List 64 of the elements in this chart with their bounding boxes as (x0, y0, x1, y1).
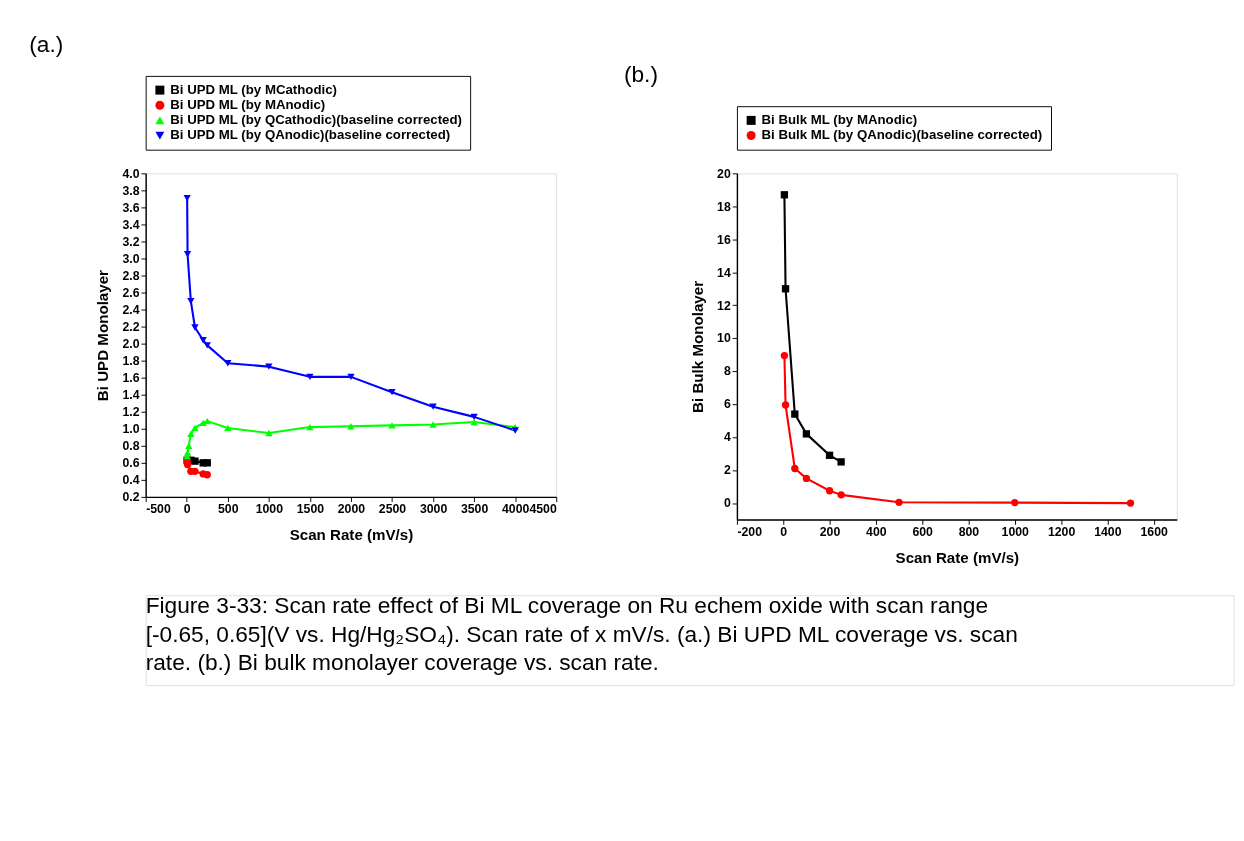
x-tick-label: 3500 (460, 502, 489, 517)
x-tick-label: 800 (958, 525, 980, 540)
legend-label: Bi UPD ML (by QCathodic)(baseline corrected) (170, 112, 462, 128)
legend-label: Bi UPD ML (by MAnodic) (170, 97, 326, 113)
x-axis-title: Scan Rate (mV/s) (895, 548, 1020, 566)
x-tick-label: 1500 (296, 502, 325, 517)
x-axis-title: Scan Rate (mV/s) (289, 525, 414, 543)
y-tick-label: 2.0 (122, 336, 140, 351)
x-tick-label: 500 (218, 502, 239, 517)
legend-label: Bi Bulk ML (by QAnodic)(baseline corrected) (761, 127, 1043, 143)
y-tick-label: 4 (723, 430, 731, 445)
x-tick-label: 1000 (1001, 525, 1030, 540)
legend-label: Bi UPD ML (by QAnodic)(baseline corrected) (170, 127, 451, 143)
y-tick-label: 2 (723, 463, 731, 478)
x-tick-label: 0 (780, 525, 788, 540)
x-tick-label: 1600 (1140, 525, 1168, 540)
y-tick-label: 2.4 (122, 302, 140, 317)
y-tick-label: 3.0 (122, 251, 140, 266)
x-tick-label: -500 (146, 502, 171, 517)
y-axis-title: Bi Bulk Monolayer (688, 280, 706, 413)
y-tick-label: 0.8 (122, 439, 140, 454)
legend-label: Bi Bulk ML (by MAnodic) (761, 112, 918, 128)
y-tick-label: 0.4 (122, 473, 140, 488)
x-tick-label: 400 (866, 525, 887, 540)
y-tick-label: 0.6 (122, 456, 140, 471)
y-tick-label: 8 (723, 364, 731, 379)
y-tick-label: 14 (717, 265, 731, 280)
y-axis-title: Bi UPD Monolayer (94, 269, 112, 402)
chart-title: (a.) (29, 30, 64, 57)
y-tick-label: 2.8 (122, 268, 140, 283)
y-tick-label: 0.2 (122, 490, 140, 505)
x-tick-label: 1000 (255, 502, 284, 517)
x-tick-label: 200 (819, 525, 841, 540)
x-tick-label: 2000 (337, 502, 366, 517)
x-tick-label: 1200 (1047, 525, 1076, 540)
x-tick-label: 4500 (529, 502, 557, 517)
y-tick-label: 3.4 (122, 217, 140, 232)
x-tick-label: 2500 (378, 502, 407, 517)
x-tick-label: 600 (912, 525, 934, 540)
chart-title: (b.) (623, 61, 658, 88)
x-tick-label: 0 (183, 502, 191, 517)
y-tick-label: 20 (717, 166, 731, 181)
x-tick-label: -200 (737, 525, 763, 540)
y-tick-label: 1.4 (122, 387, 140, 402)
x-tick-label: 3000 (419, 502, 448, 517)
legend-label: Bi UPD ML (by MCathodic) (170, 81, 337, 97)
y-tick-label: 2.2 (122, 319, 140, 334)
y-tick-label: 18 (717, 199, 731, 214)
y-tick-label: 1.0 (122, 422, 140, 437)
y-tick-label: 4.0 (122, 166, 140, 181)
y-tick-label: 3.8 (122, 183, 140, 198)
y-tick-label: 6 (723, 397, 731, 412)
x-tick-label: 1400 (1094, 525, 1122, 540)
y-tick-label: 1.2 (122, 405, 140, 420)
y-tick-label: 3.6 (122, 200, 140, 215)
y-tick-label: 1.8 (122, 353, 140, 368)
y-tick-label: 2.6 (122, 285, 140, 300)
y-tick-label: 16 (717, 232, 731, 247)
caption: Figure 3-33: Scan rate effect of Bi ML coverage on Ru echem oxide with scan range [-0.65, 0.65](V vs. Hg/Hg₂SO₄). Scan rate of x mV/s. (a.) Bi UPD ML coverage vs. scan rate. (b.) Bi bulk monolayer coverage vs. scan rate. (145, 592, 1018, 676)
y-tick-label: 12 (717, 298, 731, 313)
y-tick-label: 1.6 (122, 370, 140, 385)
y-tick-label: 10 (717, 331, 731, 346)
y-tick-label: 3.2 (122, 234, 140, 249)
x-tick-label: 4000 (502, 502, 530, 517)
